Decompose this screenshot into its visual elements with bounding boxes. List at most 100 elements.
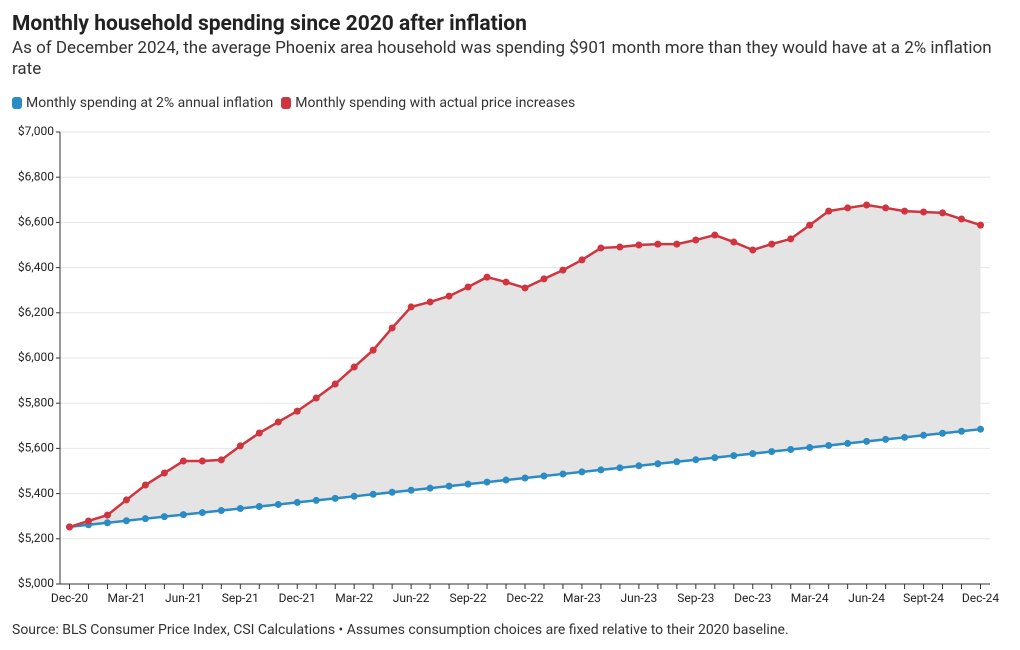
data-point: [521, 284, 529, 292]
chart-title: Monthly household spending since 2020 af…: [12, 12, 527, 36]
data-point: [939, 209, 947, 217]
legend-item: Monthly spending at 2% annual inflation: [12, 95, 273, 111]
data-point: [179, 457, 187, 465]
data-point: [711, 231, 719, 239]
x-tick-label: Dec-21: [279, 591, 316, 605]
data-point: [331, 380, 339, 388]
x-tick-label: Jun-21: [165, 591, 202, 605]
data-point: [635, 462, 643, 470]
legend-swatch: [12, 97, 22, 109]
y-tick-label: $6,200: [18, 305, 54, 319]
data-point: [255, 502, 263, 510]
data-point: [768, 448, 776, 456]
legend-label: Monthly spending with actual price incre…: [295, 95, 576, 111]
x-tick-label: Jun-22: [393, 591, 430, 605]
data-point: [825, 441, 833, 449]
data-point: [616, 464, 624, 472]
data-point: [578, 256, 586, 264]
data-point: [806, 221, 814, 229]
data-point: [825, 207, 833, 215]
x-tick-label: Mar-21: [107, 591, 145, 605]
data-point: [730, 452, 738, 460]
data-point: [293, 407, 301, 415]
data-point: [293, 498, 301, 506]
data-point: [692, 456, 700, 464]
data-point: [198, 509, 206, 517]
data-point: [179, 511, 187, 519]
data-point: [977, 425, 985, 433]
data-point: [274, 418, 282, 426]
data-point: [312, 394, 320, 402]
data-point: [730, 238, 738, 246]
y-tick-label: $6,600: [18, 215, 54, 229]
data-point: [103, 519, 111, 527]
y-tick-label: $6,800: [18, 169, 54, 183]
data-point: [407, 303, 415, 311]
data-point: [863, 201, 871, 209]
data-point: [350, 363, 358, 371]
data-point: [350, 492, 358, 500]
x-tick-label: Jun-24: [848, 591, 885, 605]
data-point: [217, 456, 225, 464]
data-point: [540, 472, 548, 480]
data-point: [426, 484, 434, 492]
x-tick-label: Mar-22: [335, 591, 373, 605]
data-point: [445, 292, 453, 300]
data-point: [749, 246, 757, 254]
data-point: [559, 266, 567, 274]
data-point: [749, 450, 757, 458]
y-tick-label: $6,000: [18, 350, 54, 364]
data-point: [692, 236, 700, 244]
data-point: [464, 283, 472, 291]
data-point: [502, 278, 510, 286]
data-point: [844, 204, 852, 212]
data-point: [426, 298, 434, 306]
data-point: [939, 429, 947, 437]
x-tick-label: Sep-22: [450, 591, 487, 605]
data-point: [331, 494, 339, 502]
y-tick-label: $5,400: [18, 486, 54, 500]
source-note: Source: BLS Consumer Price Index, CSI Ca…: [12, 622, 789, 638]
data-point: [464, 480, 472, 488]
data-point: [312, 496, 320, 504]
data-point: [217, 507, 225, 515]
x-tick-label: Dec-20: [51, 591, 89, 605]
data-point: [597, 466, 605, 474]
data-point: [920, 431, 928, 439]
data-point: [483, 273, 491, 281]
x-tick-label: Dec-24: [962, 591, 1000, 605]
data-point: [502, 476, 510, 484]
data-point: [711, 454, 719, 462]
data-point: [255, 429, 263, 437]
data-point: [407, 486, 415, 494]
data-point: [787, 446, 795, 454]
data-point: [673, 458, 681, 466]
x-tick-label: Dec-22: [506, 591, 544, 605]
data-point: [635, 241, 643, 249]
data-point: [103, 511, 111, 519]
data-point: [901, 207, 909, 215]
data-point: [540, 275, 548, 283]
data-point: [673, 240, 681, 248]
data-point: [578, 468, 586, 476]
data-point: [236, 442, 244, 450]
legend-label: Monthly spending at 2% annual inflation: [26, 95, 274, 111]
chart-subtitle: As of December 2024, the average Phoenix…: [12, 38, 992, 79]
data-point: [122, 517, 130, 525]
data-point: [160, 513, 168, 521]
data-point: [844, 439, 852, 447]
data-point: [977, 221, 985, 229]
data-point: [274, 500, 282, 508]
x-tick-label: Sep-23: [677, 591, 714, 605]
data-point: [559, 470, 567, 478]
x-tick-label: Jun-23: [621, 591, 658, 605]
data-point: [388, 488, 396, 496]
data-point: [160, 469, 168, 477]
data-point: [369, 490, 377, 498]
data-point: [616, 243, 624, 251]
data-point: [483, 478, 491, 486]
data-point: [901, 433, 909, 441]
data-point: [597, 244, 605, 252]
data-point: [65, 523, 73, 531]
